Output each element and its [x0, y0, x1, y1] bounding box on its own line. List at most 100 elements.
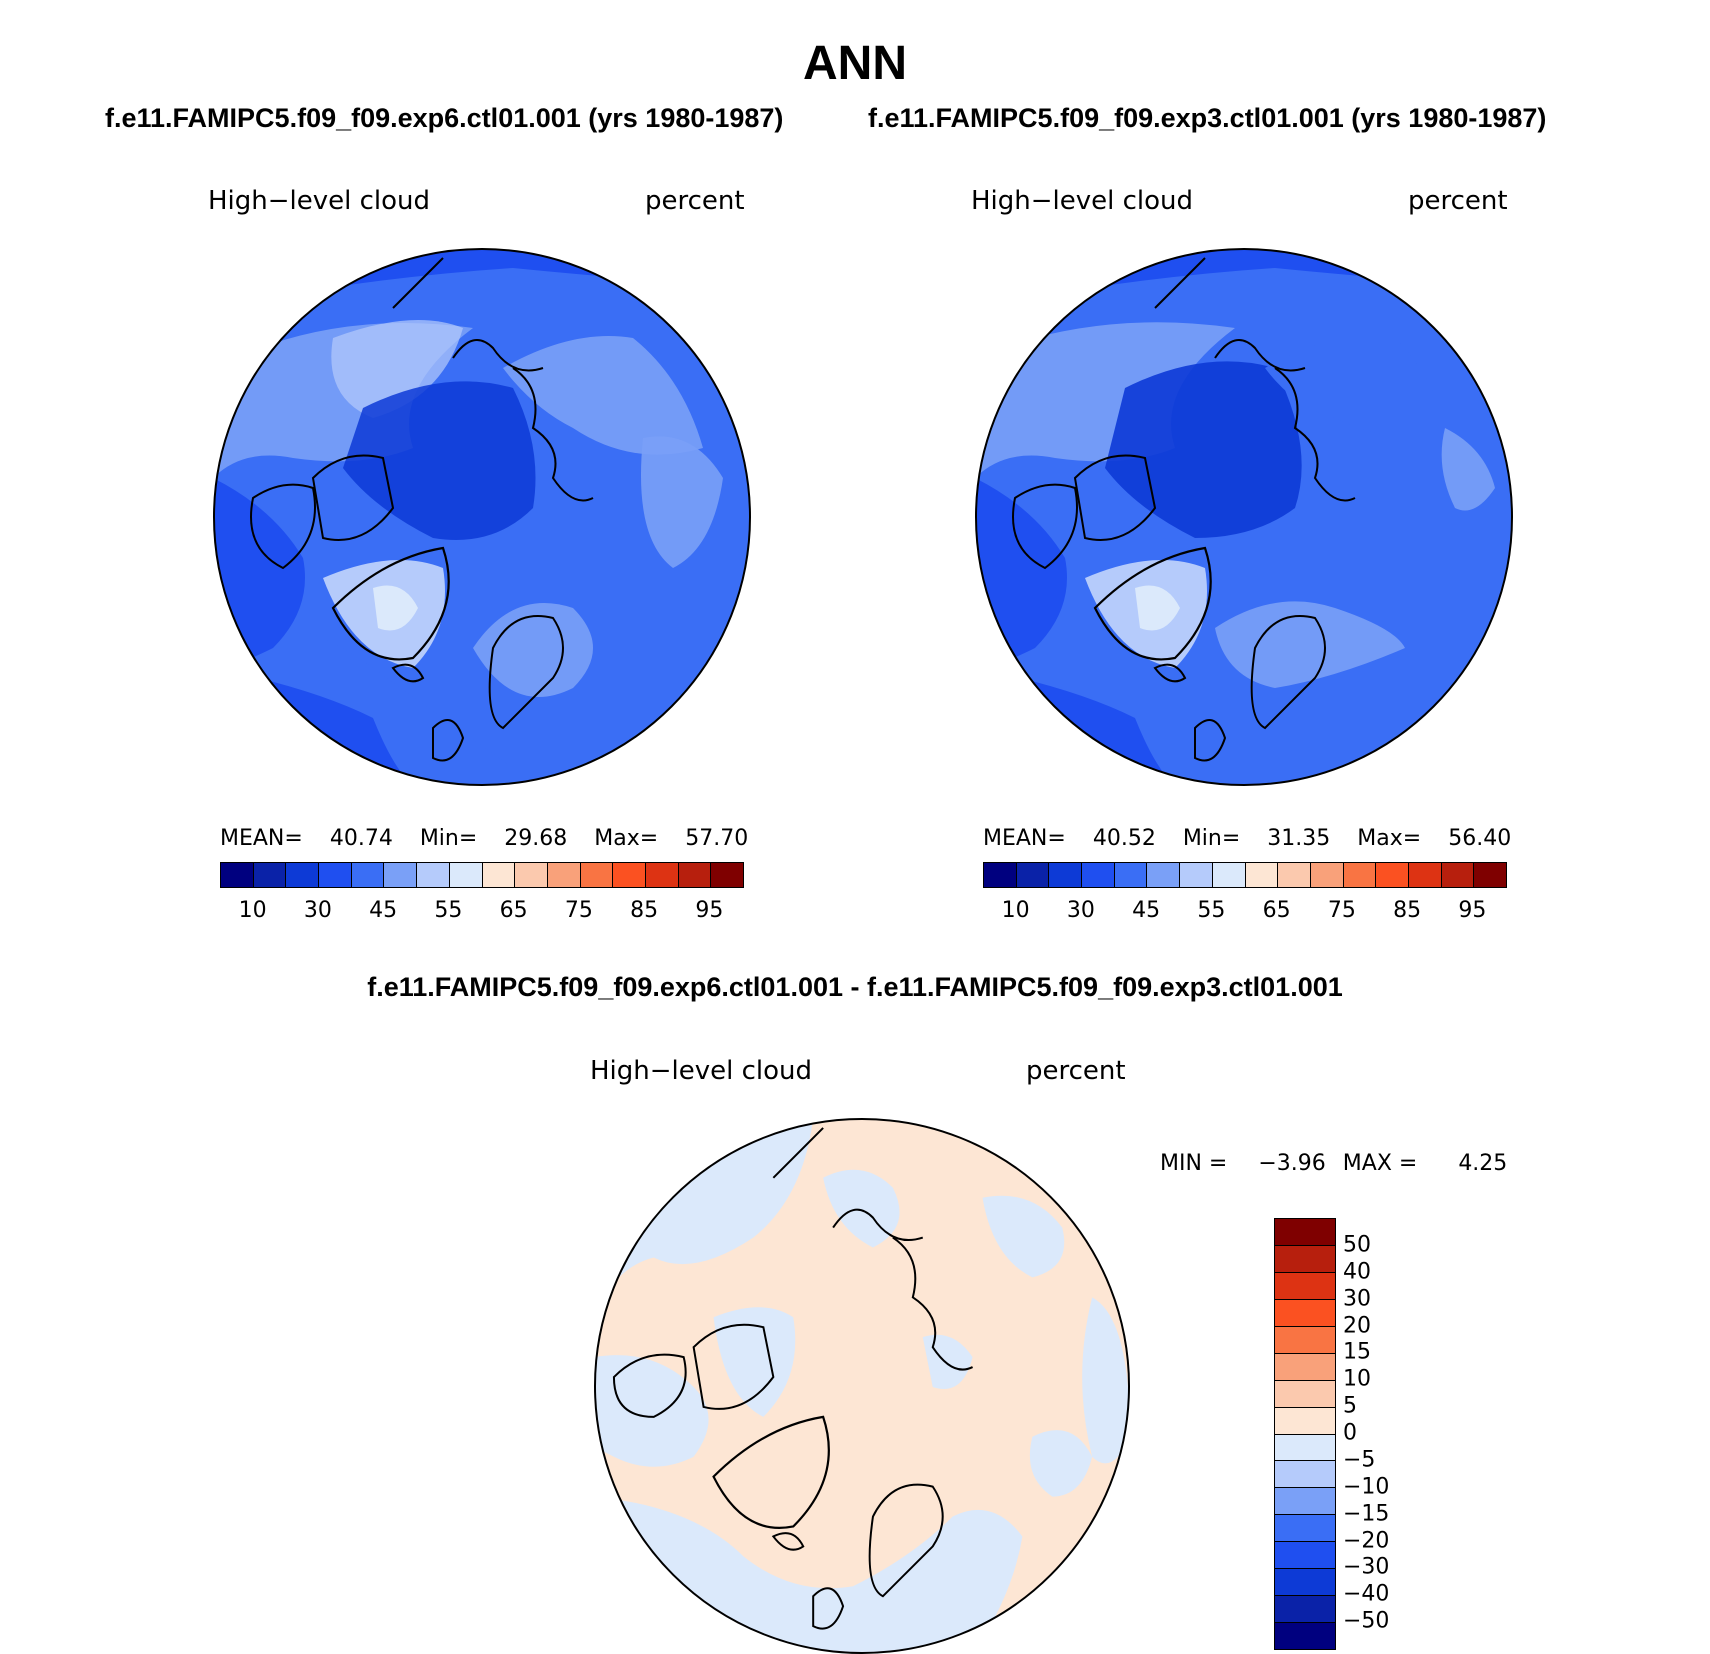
diff-panel-min-label: MIN =	[1160, 1151, 1228, 1176]
panel-2-colorbar-tick-label: 45	[1132, 898, 1161, 923]
diff-panel-colorbar-swatch	[1275, 1623, 1335, 1649]
diff-panel-units-label: percent	[1026, 1056, 1126, 1086]
diff-panel-colorbar-swatch	[1275, 1596, 1335, 1624]
diff-panel-colorbar-swatch	[1275, 1461, 1335, 1489]
diff-panel-subtitle: f.e11.FAMIPC5.f09_f09.exp6.ctl01.001 - f…	[367, 972, 1343, 1002]
panel-1-min-value: 29.68	[504, 826, 568, 851]
panel-2-colorbar-swatch	[1180, 863, 1213, 887]
panel-1-mean-label: MEAN=	[220, 826, 303, 851]
diff-panel-polar-map	[594, 1118, 1130, 1654]
panel-1-subtitle: f.e11.FAMIPC5.f09_f09.exp6.ctl01.001 (yr…	[105, 103, 784, 133]
panel-1-colorbar-swatch	[547, 863, 581, 887]
panel-1-colorbar-swatch	[221, 863, 254, 887]
diff-panel-colorbar-tick-label: 30	[1343, 1286, 1371, 1312]
panel-1-units-label: percent	[645, 186, 745, 216]
diff-panel-colorbar-swatch	[1275, 1272, 1335, 1300]
panel-2-colorbar-swatch	[1082, 863, 1115, 887]
panel-1-colorbar-swatch	[482, 863, 516, 887]
panel-2-mean-label: MEAN=	[983, 826, 1066, 851]
panel-2-colorbar-swatch	[1245, 863, 1279, 887]
diff-panel-colorbar-tick-label: −50	[1343, 1608, 1390, 1634]
panel-2-polar-map	[975, 248, 1513, 786]
panel-1-colorbar-tick-label: 45	[369, 898, 398, 923]
page-title: ANN	[803, 37, 907, 90]
diff-panel-colorbar-swatch	[1275, 1380, 1335, 1408]
panel-2-colorbar-swatch	[1376, 863, 1409, 887]
panel-1-colorbar-swatch	[678, 863, 712, 887]
panel-1-colorbar-swatch	[711, 863, 743, 887]
panel-2-mean-value: 40.52	[1092, 826, 1156, 851]
panel-1-colorbar-swatch	[319, 863, 352, 887]
panel-1-colorbar-swatch	[515, 863, 548, 887]
diff-panel-colorbar-tick-label: 40	[1343, 1259, 1371, 1285]
diff-panel-colorbar	[1274, 1218, 1336, 1650]
diff-panel-colorbar-ticks: 50 40 30 20 15 10 5 0 −5 −10 −15 −20 −30 −40 −50	[1343, 1218, 1423, 1648]
panel-2-colorbar-swatch	[1310, 863, 1344, 887]
diff-panel-colorbar-tick-label: 0	[1343, 1420, 1357, 1446]
diff-panel-max-label: MAX =	[1342, 1151, 1418, 1176]
diff-panel-min-value: −3.96	[1258, 1151, 1326, 1176]
panel-2-colorbar-swatch	[1474, 863, 1506, 887]
panel-2-min-label: Min=	[1182, 826, 1241, 851]
panel-2-colorbar-tick-label: 85	[1393, 898, 1422, 923]
panel-1-colorbar-tick-label: 55	[434, 898, 463, 923]
panel-2-colorbar-swatch	[1212, 863, 1246, 887]
panel-1-colorbar-swatch	[449, 863, 483, 887]
diff-panel-colorbar-swatch	[1275, 1434, 1335, 1462]
panel-2-colorbar-tick-label: 95	[1458, 898, 1487, 923]
panel-2-colorbar-swatch	[1408, 863, 1442, 887]
panel-1-colorbar	[220, 862, 744, 888]
diff-panel-colorbar-tick-label: 20	[1343, 1313, 1371, 1338]
panel-2-colorbar-tick-label: 30	[1066, 898, 1095, 923]
panel-2-colorbar-swatch	[1441, 863, 1475, 887]
panel-1-colorbar-swatch	[384, 863, 418, 887]
panel-2-max-label: Max=	[1357, 826, 1422, 851]
panel-2-colorbar-tick-label: 10	[1001, 898, 1030, 923]
panel-1-polar-map	[213, 248, 751, 786]
panel-1-colorbar-tick-label: 95	[695, 898, 724, 923]
diff-panel-colorbar-swatch	[1275, 1488, 1335, 1516]
diff-panel-colorbar-swatch	[1275, 1407, 1335, 1435]
panel-1-stats: MEAN= 40.74 Min= 29.68 Max= 57.70	[220, 826, 748, 851]
panel-2-colorbar-swatch	[1016, 863, 1050, 887]
panel-2-colorbar-tick-label: 65	[1262, 898, 1291, 923]
panel-1-colorbar-tick-label: 85	[630, 898, 659, 923]
panel-1-min-label: Min=	[419, 826, 478, 851]
diff-panel-colorbar-swatch	[1275, 1326, 1335, 1354]
panel-1-colorbar-tick-label: 75	[564, 898, 593, 923]
panel-2-units-label: percent	[1408, 186, 1508, 216]
diff-panel-colorbar-swatch	[1275, 1245, 1335, 1273]
panel-2-colorbar-swatch	[1114, 863, 1148, 887]
diff-panel-colorbar-swatch	[1275, 1353, 1335, 1381]
diff-panel-colorbar-tick-label: 10	[1343, 1366, 1371, 1392]
panel-1-colorbar-swatch	[253, 863, 287, 887]
panel-2-colorbar-swatch	[1147, 863, 1181, 887]
panel-2-colorbar-ticks: 10 30 45 55 65 75 85 95	[983, 898, 1505, 926]
panel-1-colorbar-swatch	[286, 863, 320, 887]
panel-1-max-label: Max=	[594, 826, 659, 851]
panel-1-colorbar-swatch	[580, 863, 614, 887]
diff-panel-colorbar-tick-label: −5	[1343, 1447, 1376, 1473]
diff-panel-colorbar-swatch	[1275, 1219, 1335, 1246]
panel-1-colorbar-swatch	[351, 863, 385, 887]
panel-2-variable-label: High−level cloud	[971, 186, 1194, 216]
diff-panel-max-value: 4.25	[1458, 1151, 1508, 1176]
diff-panel-colorbar-tick-label: −40	[1343, 1581, 1390, 1607]
panel-1-colorbar-swatch	[645, 863, 679, 887]
diff-panel-colorbar-tick-label: −30	[1343, 1554, 1390, 1580]
diff-panel-colorbar-swatch	[1275, 1542, 1335, 1570]
diff-panel-colorbar-tick-label: 5	[1343, 1393, 1357, 1419]
panel-1-variable-label: High−level cloud	[208, 186, 431, 216]
diff-panel-colorbar-swatch	[1275, 1569, 1335, 1597]
diff-panel-stats: MIN = −3.96 MAX = 4.25	[1160, 1151, 1507, 1176]
panel-2-colorbar-swatch	[984, 863, 1017, 887]
diff-panel-colorbar-swatch	[1275, 1515, 1335, 1543]
panel-2-colorbar-swatch	[1278, 863, 1311, 887]
panel-1-colorbar-swatch	[417, 863, 450, 887]
panel-2-max-value: 56.40	[1448, 826, 1512, 851]
panel-1-colorbar-tick-label: 10	[238, 898, 267, 923]
panel-1-mean-value: 40.74	[329, 826, 393, 851]
diff-panel-colorbar-tick-label: 50	[1343, 1232, 1371, 1258]
panel-2-colorbar-swatch	[1049, 863, 1083, 887]
diff-panel-colorbar-swatch	[1275, 1299, 1335, 1327]
